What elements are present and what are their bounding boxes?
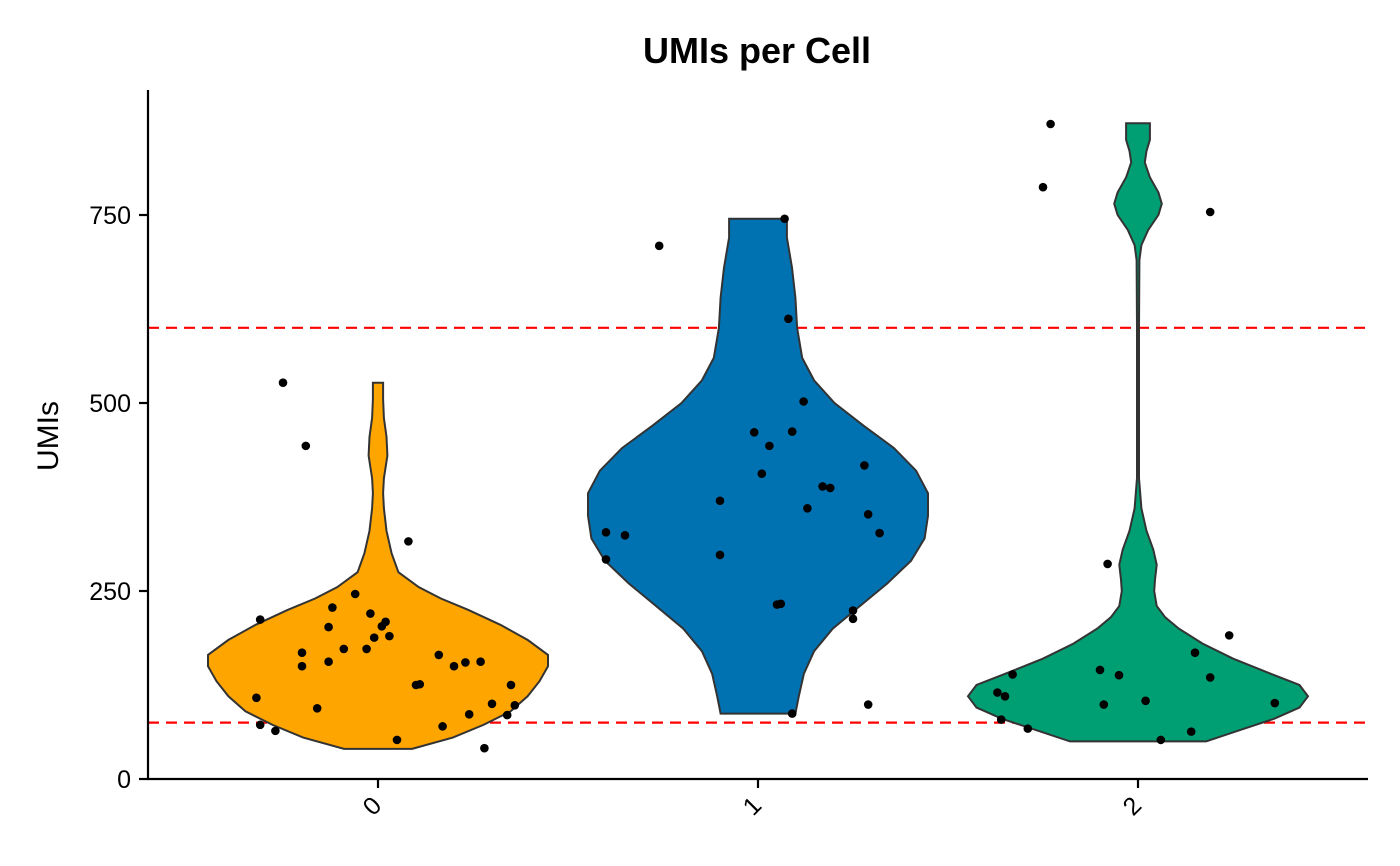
point-2-14 — [1190, 648, 1200, 657]
point-0-4 — [255, 720, 265, 730]
point-1-1 — [601, 528, 611, 537]
violin-1 — [587, 217, 929, 715]
y-tick-label-500: 500 — [89, 390, 131, 418]
x-tick-label-0: 0 — [358, 792, 388, 822]
point-0-31 — [487, 699, 497, 709]
point-2-6 — [1046, 119, 1055, 129]
chart-title: UMIs per Cell — [643, 30, 871, 71]
y-axis-ticks: 0 250 500 750 — [89, 202, 148, 794]
violin-2 — [966, 122, 1310, 743]
point-1-8 — [765, 441, 774, 451]
point-2-11 — [1141, 696, 1150, 706]
point-1-22 — [863, 509, 873, 519]
point-2-2 — [996, 715, 1006, 724]
violins — [207, 122, 1310, 750]
point-1-7 — [757, 469, 767, 478]
point-0-33 — [506, 680, 516, 690]
point-0-26 — [449, 661, 459, 671]
point-0-29 — [476, 657, 485, 666]
point-0-8 — [312, 704, 322, 713]
point-2-4 — [1023, 724, 1033, 733]
point-1-19 — [848, 606, 858, 615]
point-2-7 — [1095, 665, 1105, 675]
point-0-27 — [461, 658, 470, 667]
point-2-16 — [1205, 207, 1215, 217]
x-tick-label-1: 1 — [738, 792, 768, 822]
point-1-21 — [860, 461, 869, 470]
point-0-13 — [350, 589, 360, 599]
point-2-0 — [993, 688, 1002, 697]
point-1-13 — [787, 709, 797, 718]
point-1-6 — [749, 428, 759, 437]
point-2-8 — [1099, 700, 1109, 709]
x-tick-label-2: 2 — [1118, 792, 1148, 822]
violin-0 — [207, 381, 549, 750]
point-1-24 — [875, 528, 884, 538]
point-1-5 — [715, 496, 725, 506]
point-2-3 — [1008, 670, 1017, 679]
point-0-3 — [252, 693, 261, 703]
point-1-18 — [825, 483, 835, 493]
point-1-3 — [654, 241, 664, 251]
point-0-1 — [278, 378, 288, 387]
point-0-14 — [362, 644, 371, 654]
point-2-17 — [1224, 631, 1234, 640]
point-0-32 — [502, 710, 512, 720]
point-0-20 — [392, 735, 402, 745]
point-0-30 — [480, 743, 489, 753]
point-0-5 — [271, 726, 280, 736]
point-1-11 — [780, 214, 789, 224]
point-0-28 — [464, 710, 474, 719]
point-1-23 — [863, 700, 873, 709]
point-1-4 — [715, 550, 725, 560]
point-0-21 — [404, 537, 413, 546]
point-0-12 — [339, 644, 349, 654]
point-0-15 — [366, 609, 375, 618]
y-tick-label-750: 750 — [89, 202, 131, 230]
point-0-34 — [510, 701, 520, 710]
point-0-25 — [438, 722, 447, 731]
point-0-16 — [369, 633, 379, 642]
point-1-15 — [799, 397, 808, 406]
point-2-5 — [1038, 182, 1048, 192]
point-2-18 — [1270, 698, 1280, 708]
point-1-0 — [601, 555, 611, 564]
point-2-15 — [1205, 673, 1215, 682]
point-2-9 — [1103, 559, 1112, 569]
point-0-7 — [297, 648, 307, 657]
x-axis-ticks: 0 1 2 — [358, 779, 1148, 822]
point-2-10 — [1114, 670, 1124, 680]
point-1-12 — [784, 314, 793, 324]
point-0-24 — [434, 650, 444, 660]
point-1-16 — [803, 503, 812, 513]
point-1-14 — [787, 427, 797, 436]
point-0-18 — [381, 617, 390, 627]
point-1-20 — [848, 614, 858, 624]
point-0-10 — [324, 657, 333, 666]
point-2-12 — [1156, 735, 1166, 745]
point-1-2 — [620, 531, 630, 540]
point-1-10 — [776, 599, 786, 609]
point-0-23 — [415, 679, 425, 689]
point-2-1 — [1000, 691, 1010, 701]
jitter-points — [252, 119, 1280, 753]
point-0-6 — [297, 661, 307, 671]
y-axis-label: UMIs — [32, 401, 65, 471]
point-2-13 — [1186, 727, 1196, 736]
point-0-0 — [255, 615, 265, 624]
point-0-11 — [328, 603, 337, 612]
point-1-17 — [818, 482, 827, 491]
y-tick-label-250: 250 — [89, 578, 131, 606]
point-0-19 — [385, 631, 394, 641]
point-0-2 — [301, 441, 311, 451]
y-tick-label-0: 0 — [117, 766, 131, 794]
point-0-9 — [324, 622, 333, 632]
